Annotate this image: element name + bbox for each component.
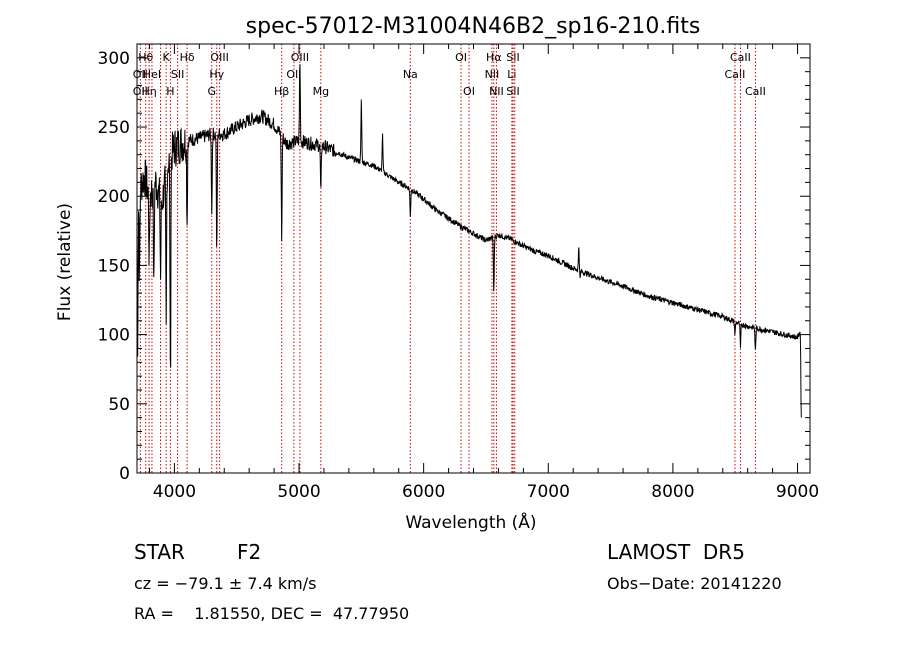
line-marker-label: NII: [489, 85, 504, 98]
redshift-text: cz = −79.1 ± 7.4 km/s: [134, 574, 317, 593]
line-marker-label: HeI: [143, 68, 161, 81]
line-marker-label: CaII: [725, 68, 746, 81]
line-marker-label: Hβ: [274, 85, 289, 98]
line-marker-label: SII: [506, 85, 519, 98]
line-marker-label: Mg: [313, 85, 329, 98]
y-tick-label: 150: [98, 256, 130, 276]
x-tick-label: 6000: [402, 482, 445, 502]
line-marker-label: Na: [403, 68, 418, 81]
line-marker-label: K: [163, 51, 171, 64]
chart-title: spec-57012-M31004N46B2_sp16-210.fits: [246, 14, 701, 39]
line-marker-label: G: [208, 85, 217, 98]
coordinates-text: RA = 1.81550, DEC = 47.77950: [134, 604, 410, 623]
line-marker-label: Hγ: [209, 68, 224, 81]
line-marker-label: CaII: [730, 51, 751, 64]
x-axis: 4000 5000 6000 7000 8000 9000: [148, 44, 819, 502]
line-marker-label: Hδ: [180, 51, 195, 64]
line-marker-label: CaII: [745, 85, 766, 98]
line-marker-label: Li: [507, 68, 516, 81]
x-tick-label: 4000: [153, 482, 196, 502]
spectrum-line: [136, 64, 802, 418]
plot-frame: [136, 43, 811, 474]
y-tick-label: 50: [108, 395, 130, 415]
y-tick-label: 100: [98, 326, 130, 346]
object-class: STAR: [134, 540, 185, 564]
spectrum-line-group: [136, 64, 802, 418]
y-axis-label: Flux (relative): [55, 203, 75, 321]
line-marker-label: OII: [286, 68, 301, 81]
line-marker-label: OIII: [210, 51, 228, 64]
line-marker-label: OI: [463, 85, 475, 98]
observation-date: Obs−Date: 20141220: [607, 574, 782, 593]
line-marker-label: Hα: [486, 51, 502, 64]
survey-name: LAMOST DR5: [607, 540, 745, 564]
line-marker-label: OIII: [291, 51, 309, 64]
x-tick-label: 8000: [651, 482, 694, 502]
y-tick-label: 300: [98, 49, 130, 69]
line-marker-label: H: [166, 85, 174, 98]
x-tick-label: 9000: [776, 482, 819, 502]
line-marker-label: Hη: [141, 85, 156, 98]
x-tick-label: 7000: [527, 482, 570, 502]
line-marker-label: SII: [171, 68, 184, 81]
line-marker-label: NII: [485, 68, 500, 81]
y-tick-label: 250: [98, 118, 130, 138]
y-tick-label: 0: [119, 464, 130, 484]
line-marker-label: OI: [455, 51, 467, 64]
x-tick-label: 5000: [277, 482, 320, 502]
line-marker-label: SII: [506, 51, 519, 64]
x-axis-label: Wavelength (Å): [405, 511, 536, 533]
object-subclass: F2: [237, 540, 262, 564]
y-axis: 0 50 100 150 200 250 300: [98, 49, 810, 484]
spectral-line-markers: OIIOIIHθHηHeIKHSIIHδGHγOIIIHβOIIOIIIMgNa…: [133, 44, 766, 473]
y-tick-label: 200: [98, 187, 130, 207]
